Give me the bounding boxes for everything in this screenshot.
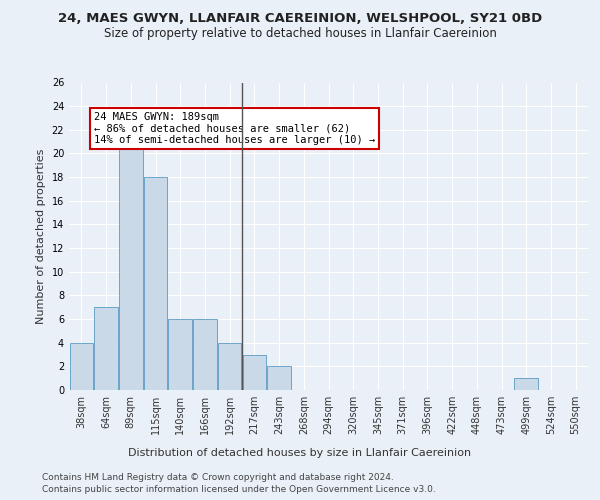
Bar [268,366,291,390]
Text: 24, MAES GWYN, LLANFAIR CAEREINION, WELSHPOOL, SY21 0BD: 24, MAES GWYN, LLANFAIR CAEREINION, WELS… [58,12,542,26]
Text: 24 MAES GWYN: 189sqm
← 86% of detached houses are smaller (62)
14% of semi-detac: 24 MAES GWYN: 189sqm ← 86% of detached h… [94,112,375,146]
Bar [218,342,241,390]
Bar [94,307,118,390]
Bar [169,319,192,390]
Text: Size of property relative to detached houses in Llanfair Caereinion: Size of property relative to detached ho… [104,28,496,40]
Bar [119,130,143,390]
Text: Contains HM Land Registry data © Crown copyright and database right 2024.: Contains HM Land Registry data © Crown c… [42,472,394,482]
Text: Contains public sector information licensed under the Open Government Licence v3: Contains public sector information licen… [42,485,436,494]
Bar [70,342,93,390]
Bar [514,378,538,390]
Bar [242,354,266,390]
Text: Distribution of detached houses by size in Llanfair Caereinion: Distribution of detached houses by size … [128,448,472,458]
Y-axis label: Number of detached properties: Number of detached properties [36,148,46,324]
Bar [144,177,167,390]
Bar [193,319,217,390]
